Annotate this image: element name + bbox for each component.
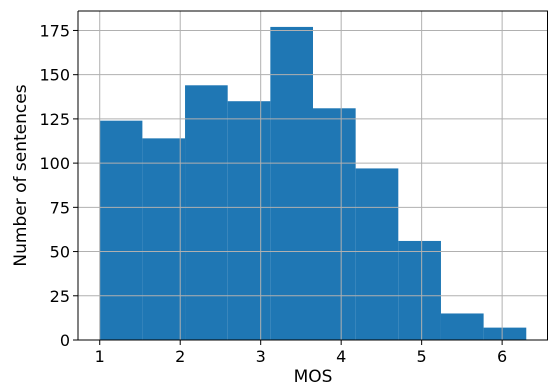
y-tick-label: 25: [50, 287, 70, 306]
histogram-bar: [483, 327, 527, 340]
y-tick-label: 75: [50, 198, 70, 217]
histogram-bar: [398, 240, 441, 340]
x-tick-label: 3: [256, 347, 266, 366]
x-tick-label: 6: [497, 347, 507, 366]
ticks-layer: 1 2 3 4 5 6 0 25 50 75 100 125 150 175: [39, 21, 507, 366]
y-axis-label: Number of sentences: [11, 84, 31, 266]
x-axis-label: MOS: [294, 367, 333, 386]
x-tick-label: 1: [95, 347, 105, 366]
x-tick-label: 2: [175, 347, 185, 366]
histogram-bar: [142, 138, 186, 340]
y-tick-label: 0: [60, 331, 70, 350]
grid-layer: [78, 11, 548, 341]
histogram-bar: [355, 168, 399, 340]
histogram-bar: [440, 313, 484, 340]
bars-layer: [99, 26, 527, 341]
y-tick-label: 150: [39, 66, 70, 85]
x-tick-label: 5: [417, 347, 427, 366]
x-tick-label: 4: [336, 347, 346, 366]
y-tick-label: 100: [39, 154, 70, 173]
histogram-bar: [99, 120, 143, 341]
histogram-bar: [313, 108, 356, 340]
y-tick-label: 125: [39, 110, 70, 129]
histogram-bar: [227, 101, 271, 340]
histogram-bar: [185, 85, 228, 341]
y-tick-label: 175: [39, 21, 70, 40]
y-tick-label: 50: [50, 243, 70, 262]
histogram-bar: [270, 26, 313, 341]
